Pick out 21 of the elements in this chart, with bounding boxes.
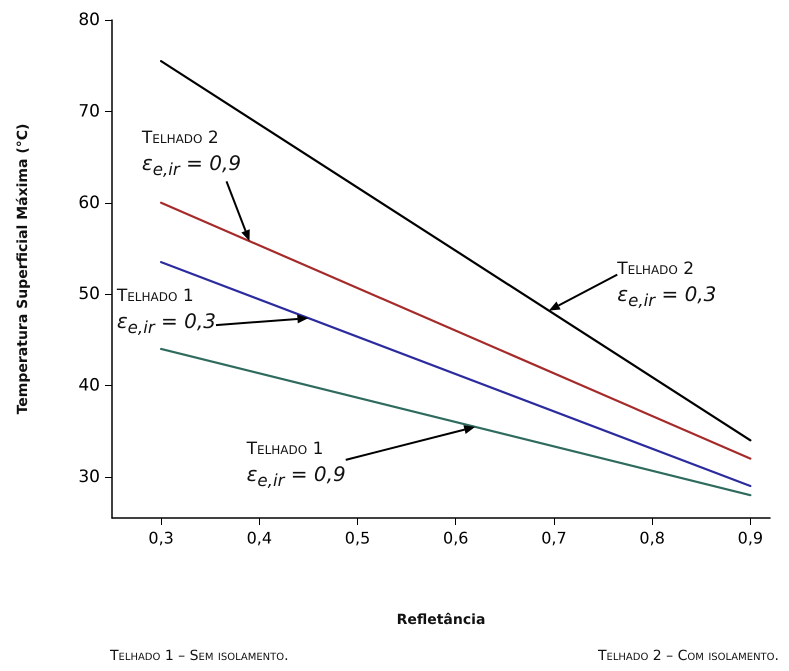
text: Telhado 1 – Sem isolamento. xyxy=(110,648,289,664)
y-tick-label: 80 xyxy=(78,10,100,30)
annotation: Telhado 2 ε$_{e,ir}$ = 0,9 xyxy=(142,126,242,181)
x-tick-label: 0,7 xyxy=(541,528,567,548)
annotation: Telhado 1 ε$_{e,ir}$ = 0,9 xyxy=(246,438,346,492)
y-tick-label: 60 xyxy=(78,192,100,213)
y-tick-label: 40 xyxy=(78,376,100,396)
x-tick-label: 0,9 xyxy=(738,528,764,548)
y-tick-label: 50 xyxy=(78,284,100,304)
annotation: Telhado 2 ε$_{e,ir}$ = 0,3 xyxy=(617,257,716,312)
y-tick-label: 70 xyxy=(78,101,100,122)
x-tick-label: 0,6 xyxy=(443,528,468,548)
x-tick-label: 0,4 xyxy=(246,528,272,548)
annotation: Telhado 1 ε$_{e,ir}$ = 0,3 xyxy=(116,284,216,339)
y-tick-label: 30 xyxy=(78,466,100,487)
x-tick-label: 0,8 xyxy=(639,528,665,548)
x-tick-label: 0,3 xyxy=(148,528,174,548)
x-axis-title: Refletância xyxy=(396,612,486,628)
text: Telhado 2 – Com isolamento. xyxy=(598,648,779,664)
y-axis-title: Temperatura Superficial Máxima (°C) xyxy=(15,124,31,414)
x-tick-label: 0,5 xyxy=(344,528,370,548)
